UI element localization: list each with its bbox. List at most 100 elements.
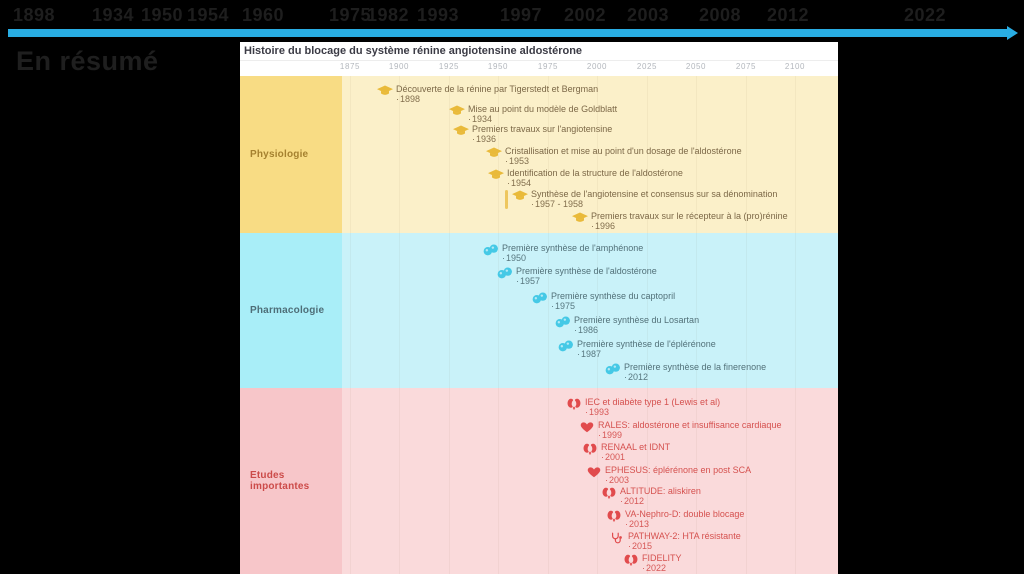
event-title: RALES: aldostérone et insuffisance cardi… <box>598 420 782 430</box>
nav-year-1934[interactable]: 1934 <box>92 5 135 25</box>
event-year: 1996 <box>591 221 788 232</box>
event-text: Synthèse de l'angiotensine et consensus … <box>531 189 777 210</box>
nav-year-2012[interactable]: 2012 <box>767 5 810 25</box>
event-year: 2003 <box>605 475 751 486</box>
event-title: EPHESUS: éplérénone en post SCA <box>605 465 752 475</box>
band-label-text: Etudes importantes <box>250 470 310 492</box>
event-text: Mise au point du modèle de Goldblatt1934 <box>468 104 617 125</box>
event-year: 1957 - 1958 <box>531 199 777 210</box>
timeline-event: Découverte de la rénine par Tigerstedt e… <box>377 84 598 105</box>
nav-year-1960[interactable]: 1960 <box>242 5 285 25</box>
kidneys-icon <box>566 398 582 410</box>
axis-tick: 2025 <box>636 62 658 71</box>
timeline-event: Première synthèse de la finerenone2012 <box>605 362 766 383</box>
timeline-event: PATHWAY-2: HTA résistante2015 <box>609 531 741 552</box>
event-text: Identification de la structure de l'aldo… <box>507 168 683 189</box>
nav-year-2008[interactable]: 2008 <box>699 5 742 25</box>
axis-tick: 2100 <box>784 62 806 71</box>
event-title: FIDELITY <box>642 553 682 563</box>
nav-year-2022[interactable]: 2022 <box>904 5 947 25</box>
axis-tick: 1875 <box>339 62 361 71</box>
event-year: 1975 <box>551 301 675 312</box>
event-title: Première synthèse de la finerenone <box>624 362 767 372</box>
nav-year-1975[interactable]: 1975 <box>329 5 372 25</box>
timeline-event: Identification de la structure de l'aldo… <box>488 168 683 189</box>
event-year: 1987 <box>577 349 716 360</box>
event-text: ALTITUDE: aliskiren2012 <box>620 486 701 507</box>
progress-arrow-icon <box>1007 26 1018 40</box>
event-year: 1936 <box>472 134 612 145</box>
timeline-event: Première synthèse de l'aldostérone1957 <box>497 266 657 287</box>
timeline-event: Première synthèse du captopril1975 <box>532 291 675 312</box>
graduation-cap-icon <box>453 125 469 137</box>
event-title: Première synthèse de l'amphénone <box>502 243 644 253</box>
event-year: 2022 <box>642 563 682 574</box>
nav-year-1898[interactable]: 1898 <box>13 5 56 25</box>
event-text: Première synthèse de l'aldostérone1957 <box>516 266 657 287</box>
axis-tick: 2000 <box>586 62 608 71</box>
binoculars-icon <box>532 292 548 304</box>
timeline-panel: Histoire du blocage du système rénine an… <box>240 42 838 574</box>
nav-year-1950[interactable]: 1950 <box>141 5 184 25</box>
gridline <box>548 76 549 574</box>
event-title: RENAAL et IDNT <box>601 442 671 452</box>
progress-bar[interactable] <box>8 26 1018 40</box>
gridline <box>350 76 351 574</box>
event-title: VA-Nephro-D: double blocage <box>625 509 745 519</box>
nav-year-2002[interactable]: 2002 <box>564 5 607 25</box>
range-indicator <box>505 190 508 209</box>
event-year: 1950 <box>502 253 643 264</box>
kidneys-icon <box>623 554 639 566</box>
event-text: Cristallisation et mise au point d'un do… <box>505 146 742 167</box>
gridline <box>498 76 499 574</box>
axis-tick: 1950 <box>487 62 509 71</box>
binoculars-icon <box>558 340 574 352</box>
gridline <box>746 76 747 574</box>
axis-tick: 2075 <box>735 62 757 71</box>
nav-year-1954[interactable]: 1954 <box>187 5 230 25</box>
event-title: Premiers travaux sur le récepteur à la (… <box>591 211 788 221</box>
kidneys-icon <box>601 487 617 499</box>
axis-tick: 1975 <box>537 62 559 71</box>
kidneys-icon <box>606 510 622 522</box>
event-year: 1986 <box>574 325 699 336</box>
timeline-event: RENAAL et IDNT2001 <box>582 442 670 463</box>
event-text: Première synthèse de l'amphénone1950 <box>502 243 643 264</box>
nav-year-1997[interactable]: 1997 <box>500 5 543 25</box>
nav-year-1993[interactable]: 1993 <box>417 5 460 25</box>
gridline <box>795 76 796 574</box>
event-title: Première synthèse du captopril <box>551 291 676 301</box>
band-label-physiologie: Physiologie <box>240 76 342 233</box>
event-title: Synthèse de l'angiotensine et consensus … <box>531 189 778 199</box>
event-title: Mise au point du modèle de Goldblatt <box>468 104 618 114</box>
timeline-event: VA-Nephro-D: double blocage2013 <box>606 509 744 530</box>
axis-tick: 1925 <box>438 62 460 71</box>
nav-year-1982[interactable]: 1982 <box>367 5 410 25</box>
event-text: Premiers travaux sur le récepteur à la (… <box>591 211 788 232</box>
event-year: 1953 <box>505 156 742 167</box>
timeline-event: EPHESUS: éplérénone en post SCA2003 <box>586 465 751 486</box>
event-year: 2001 <box>601 452 670 463</box>
binoculars-icon <box>605 363 621 375</box>
timeline-event: Cristallisation et mise au point d'un do… <box>486 146 742 167</box>
event-text: Premiers travaux sur l'angiotensine1936 <box>472 124 612 145</box>
nav-year-2003[interactable]: 2003 <box>627 5 670 25</box>
event-text: RENAAL et IDNT2001 <box>601 442 670 463</box>
event-year: 1898 <box>396 94 598 105</box>
timeline-event: Mise au point du modèle de Goldblatt1934 <box>449 104 617 125</box>
event-text: IEC et diabète type 1 (Lewis et al)1993 <box>585 397 720 418</box>
binoculars-icon <box>555 316 571 328</box>
graduation-cap-icon <box>572 212 588 224</box>
heart-icon <box>586 466 602 478</box>
binoculars-icon <box>497 267 513 279</box>
event-text: Découverte de la rénine par Tigerstedt e… <box>396 84 598 105</box>
kidneys-icon <box>582 443 598 455</box>
event-title: Première synthèse de l'éplérénone <box>577 339 716 349</box>
timeline-event: Premiers travaux sur le récepteur à la (… <box>572 211 788 232</box>
gridline <box>399 76 400 574</box>
timeline-event: Synthèse de l'angiotensine et consensus … <box>505 189 777 210</box>
event-title: ALTITUDE: aliskiren <box>620 486 701 496</box>
band-label-pharmacologie: Pharmacologie <box>240 233 342 388</box>
graduation-cap-icon <box>486 147 502 159</box>
